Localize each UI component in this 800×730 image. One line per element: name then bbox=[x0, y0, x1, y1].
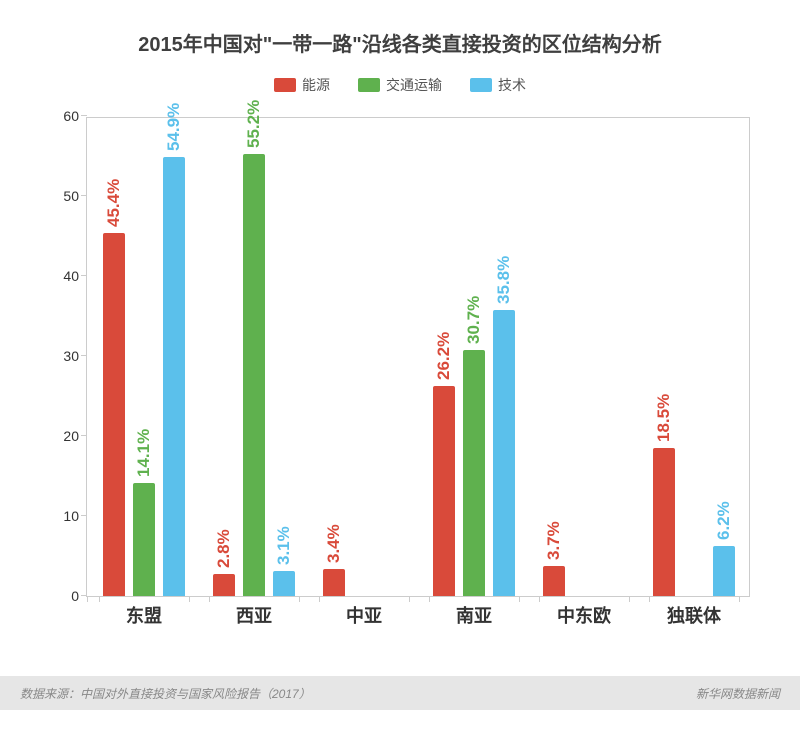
bar: 18.5% bbox=[653, 448, 675, 596]
footer-bar: 数据来源：中国对外直接投资与国家风险报告（2017） 新华网数据新闻 bbox=[0, 676, 800, 710]
chart-title: 2015年中国对"一带一路"沿线各类直接投资的区位结构分析 bbox=[40, 28, 760, 57]
category-group: 西亚2.8%55.2%3.1% bbox=[209, 118, 299, 596]
y-tick-mark bbox=[81, 195, 87, 196]
x-tick-mark bbox=[99, 596, 100, 602]
x-tick-mark bbox=[539, 596, 540, 602]
bar: 14.1% bbox=[133, 483, 155, 596]
x-category-label: 南亚 bbox=[456, 602, 492, 628]
x-category-label: 西亚 bbox=[236, 602, 272, 628]
plot-area: 0102030405060东盟45.4%14.1%54.9%西亚2.8%55.2… bbox=[86, 117, 750, 597]
footer-source: 数据来源：中国对外直接投资与国家风险报告（2017） bbox=[20, 685, 311, 702]
x-category-label: 中亚 bbox=[346, 602, 382, 628]
x-tick-mark bbox=[519, 596, 520, 602]
bar-value-label: 35.8% bbox=[494, 255, 514, 309]
y-tick-label: 40 bbox=[47, 268, 79, 284]
x-category-label: 独联体 bbox=[667, 602, 721, 628]
x-tick-mark bbox=[409, 596, 410, 602]
bar: 3.4% bbox=[323, 569, 345, 596]
y-tick-label: 10 bbox=[47, 508, 79, 524]
y-tick-mark bbox=[81, 355, 87, 356]
legend-label: 交通运输 bbox=[386, 75, 442, 95]
footer-credit: 新华网数据新闻 bbox=[696, 685, 780, 702]
bar-value-label: 2.8% bbox=[214, 529, 234, 574]
bar-value-label: 55.2% bbox=[244, 100, 264, 154]
y-tick-mark bbox=[81, 515, 87, 516]
bar-value-label: 45.4% bbox=[104, 179, 124, 233]
y-tick-label: 50 bbox=[47, 188, 79, 204]
bar: 2.8% bbox=[213, 574, 235, 596]
bar-value-label: 26.2% bbox=[434, 332, 454, 386]
y-tick-mark bbox=[81, 275, 87, 276]
legend-swatch bbox=[274, 78, 296, 92]
y-tick-mark bbox=[81, 435, 87, 436]
category-group: 独联体18.5%6.2% bbox=[649, 118, 739, 596]
x-tick-mark bbox=[429, 596, 430, 602]
x-tick-mark bbox=[299, 596, 300, 602]
legend-swatch bbox=[358, 78, 380, 92]
bar: 45.4% bbox=[103, 233, 125, 596]
bar-value-label: 30.7% bbox=[464, 296, 484, 350]
category-group: 南亚26.2%30.7%35.8% bbox=[429, 118, 519, 596]
legend-label: 技术 bbox=[498, 75, 526, 95]
bar: 55.2% bbox=[243, 154, 265, 596]
bar: 6.2% bbox=[713, 546, 735, 596]
bar: 35.8% bbox=[493, 310, 515, 596]
legend-swatch bbox=[470, 78, 492, 92]
legend-item: 交通运输 bbox=[358, 75, 442, 95]
legend-label: 能源 bbox=[302, 75, 330, 95]
category-group: 中东欧3.7% bbox=[539, 118, 629, 596]
bar: 3.7% bbox=[543, 566, 565, 596]
bar-value-label: 18.5% bbox=[654, 394, 674, 448]
x-category-label: 东盟 bbox=[126, 602, 162, 628]
y-tick-label: 30 bbox=[47, 348, 79, 364]
bar: 30.7% bbox=[463, 350, 485, 596]
legend: 能源 交通运输 技术 bbox=[40, 75, 760, 97]
x-tick-mark bbox=[87, 596, 88, 602]
legend-item: 技术 bbox=[470, 75, 526, 95]
y-tick-mark bbox=[81, 115, 87, 116]
x-tick-mark bbox=[209, 596, 210, 602]
y-tick-label: 20 bbox=[47, 428, 79, 444]
x-tick-mark bbox=[319, 596, 320, 602]
y-tick-label: 0 bbox=[47, 588, 79, 604]
category-group: 中亚3.4% bbox=[319, 118, 409, 596]
bar: 26.2% bbox=[433, 386, 455, 596]
x-tick-mark bbox=[739, 596, 740, 602]
chart-container: 2015年中国对"一带一路"沿线各类直接投资的区位结构分析 能源 交通运输 技术 0… bbox=[40, 28, 760, 648]
y-tick-label: 60 bbox=[47, 108, 79, 124]
bar: 54.9% bbox=[163, 157, 185, 596]
x-tick-mark bbox=[629, 596, 630, 602]
category-group: 东盟45.4%14.1%54.9% bbox=[99, 118, 189, 596]
bar-value-label: 3.7% bbox=[544, 522, 564, 567]
bar-value-label: 54.9% bbox=[164, 103, 184, 157]
bar-value-label: 6.2% bbox=[714, 502, 734, 547]
bar: 3.1% bbox=[273, 571, 295, 596]
x-tick-mark bbox=[189, 596, 190, 602]
bar-value-label: 3.1% bbox=[274, 526, 294, 571]
x-tick-mark bbox=[649, 596, 650, 602]
x-category-label: 中东欧 bbox=[557, 602, 611, 628]
bar-value-label: 3.4% bbox=[324, 524, 344, 569]
bar-value-label: 14.1% bbox=[134, 429, 154, 483]
legend-item: 能源 bbox=[274, 75, 330, 95]
